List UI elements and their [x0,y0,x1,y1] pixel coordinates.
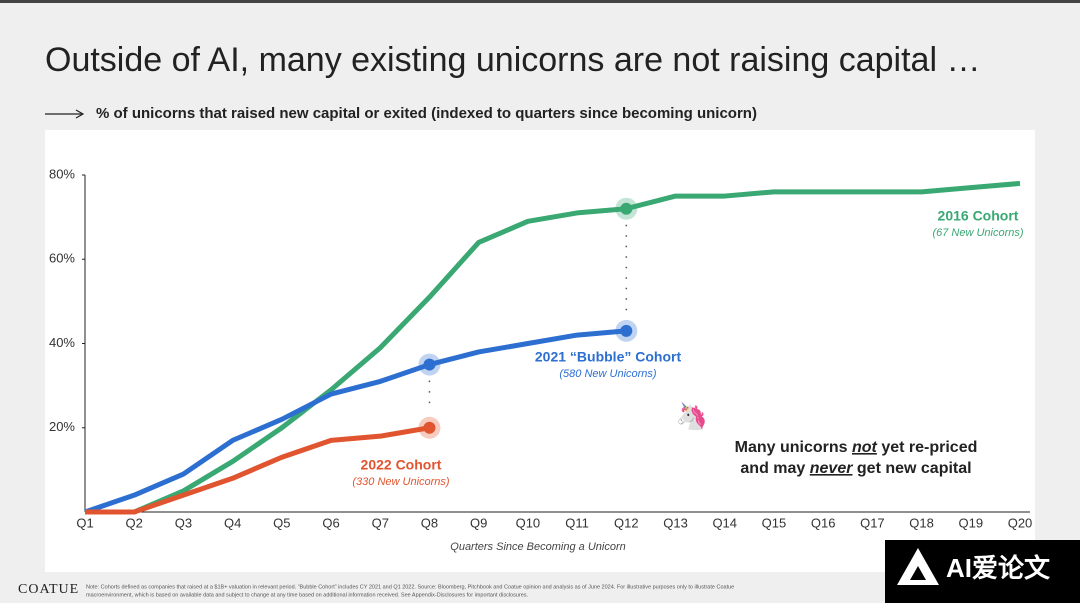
callout: and may never get new capital [740,460,971,477]
series-label: 2022 Cohort [361,457,442,473]
footnote: macroenvironment, which is based on avai… [86,592,529,598]
highlight-point [620,202,633,215]
callout-part: yet re-priced [877,439,977,456]
highlight-point [620,324,633,337]
series-label: 2016 Cohort [938,208,1019,224]
x-tick-label: Q2 [126,515,143,530]
x-tick-label: Q1 [76,515,93,530]
watermark: AI爱论文 [946,553,1051,583]
x-tick-label: Q5 [273,515,290,530]
x-tick-label: Q20 [1008,515,1033,530]
watermark-logo [897,548,939,585]
brand: COATUE [18,582,79,597]
x-tick-label: Q16 [811,515,836,530]
callout-part: Many unicorns [735,439,852,456]
highlight-point [423,421,436,434]
unicorn-icon: 🦄 [676,401,708,431]
callout: Many unicorns not yet re-priced [735,439,978,456]
x-tick-label: Q15 [762,515,787,530]
series-sublabel: (580 New Unicorns) [559,368,657,380]
highlight-point [423,358,436,371]
slide-title: Outside of AI, many existing unicorns ar… [45,41,980,79]
x-tick-label: Q14 [712,515,737,530]
callout-part: and may [740,460,809,477]
x-tick-label: Q9 [470,515,487,530]
x-tick-label: Q11 [565,515,589,530]
x-tick-label: Q12 [614,515,639,530]
x-tick-label: Q10 [516,515,541,530]
y-tick-label: 40% [49,335,75,350]
series-label: 2021 “Bubble” Cohort [535,349,682,365]
top-strip [0,0,1080,3]
arrow-head [75,109,85,119]
x-tick-label: Q17 [860,515,885,530]
x-tick-label: Q6 [322,515,339,530]
chart-subtitle: % of unicorns that raised new capital or… [96,105,757,122]
footnote: Note: Cohorts defined as companies that … [86,584,734,590]
series-line [84,328,627,515]
x-axis-label: Quarters Since Becoming a Unicorn [450,541,625,553]
y-tick-label: 20% [49,419,75,434]
x-tick-label: Q7 [372,515,389,530]
series-sublabel: (67 New Unicorns) [932,227,1023,239]
y-tick-label: 80% [49,166,75,181]
x-tick-label: Q18 [909,515,934,530]
callout-part: get new capital [852,460,971,477]
series-line [85,425,430,515]
series-sublabel: (330 New Unicorns) [352,476,450,488]
x-tick-label: Q13 [663,515,688,530]
y-tick-label: 60% [49,251,75,266]
x-tick-label: Q3 [175,515,192,530]
series-line [85,180,1021,515]
x-tick-label: Q4 [224,515,241,530]
chart-panel [45,130,1035,572]
x-tick-label: Q19 [959,515,984,530]
x-tick-label: Q8 [421,515,438,530]
callout-part: never [810,460,853,477]
callout-part: not [852,439,878,456]
